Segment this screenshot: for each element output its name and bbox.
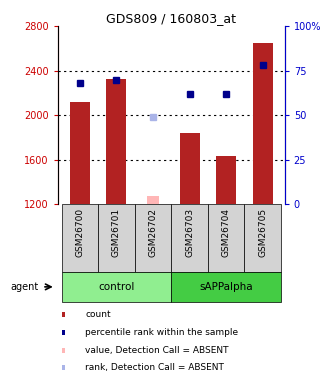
- Text: sAPPalpha: sAPPalpha: [199, 282, 253, 292]
- Text: rank, Detection Call = ABSENT: rank, Detection Call = ABSENT: [85, 363, 224, 372]
- Title: GDS809 / 160803_at: GDS809 / 160803_at: [106, 12, 236, 25]
- Text: GSM26705: GSM26705: [258, 208, 267, 257]
- Bar: [63, 330, 65, 335]
- Bar: [63, 312, 65, 317]
- Bar: [62, 204, 98, 272]
- Bar: [171, 204, 208, 272]
- Bar: [208, 204, 244, 272]
- Text: GSM26701: GSM26701: [112, 208, 121, 257]
- Bar: [216, 156, 236, 204]
- Text: percentile rank within the sample: percentile rank within the sample: [85, 328, 238, 337]
- Text: GSM26704: GSM26704: [222, 208, 231, 257]
- Bar: [253, 43, 273, 204]
- Bar: [62, 272, 171, 302]
- Text: GSM26700: GSM26700: [75, 208, 84, 257]
- Text: value, Detection Call = ABSENT: value, Detection Call = ABSENT: [85, 346, 229, 355]
- Bar: [98, 204, 135, 272]
- Bar: [244, 204, 281, 272]
- Text: control: control: [98, 282, 135, 292]
- Bar: [106, 79, 126, 204]
- Bar: [171, 272, 281, 302]
- Text: GSM26703: GSM26703: [185, 208, 194, 257]
- Bar: [179, 133, 200, 204]
- Text: GSM26702: GSM26702: [149, 208, 158, 257]
- Bar: [63, 348, 65, 353]
- Bar: [63, 365, 65, 370]
- Bar: [147, 196, 159, 204]
- Text: count: count: [85, 310, 111, 319]
- Bar: [135, 204, 171, 272]
- Bar: [70, 102, 90, 204]
- Text: agent: agent: [10, 282, 39, 292]
